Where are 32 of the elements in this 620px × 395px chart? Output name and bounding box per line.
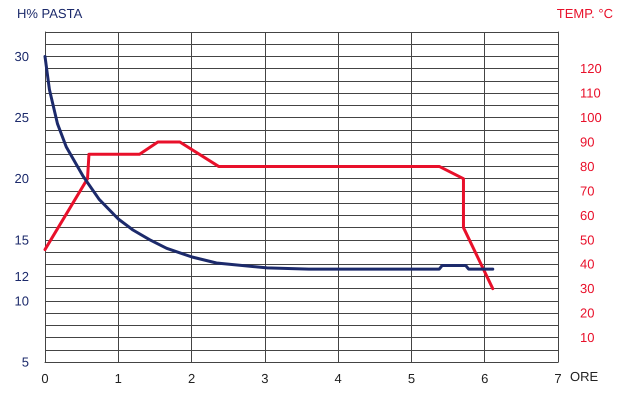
y2-tick-label: 90 <box>580 134 594 150</box>
y-axis-title: H% PASTA <box>17 6 83 21</box>
x-tick-label: 7 <box>554 371 562 386</box>
y2-axis-title: TEMP. °C <box>556 6 613 21</box>
x-tick-label: 6 <box>481 371 488 386</box>
y-tick-label: 5 <box>22 354 29 370</box>
x-tick-label: 2 <box>188 371 196 386</box>
y2-tick-label: 110 <box>580 86 601 101</box>
y-tick-label: 15 <box>14 232 29 248</box>
y-tick-label: 10 <box>14 293 29 308</box>
y2-tick-label: 80 <box>580 158 594 174</box>
x-tick-label: 4 <box>334 371 342 386</box>
y2-tick-label: 120 <box>580 61 602 76</box>
y2-tick-label: 40 <box>580 256 594 272</box>
x-tick-label: 1 <box>114 371 122 386</box>
x-tick-label: 0 <box>41 371 49 386</box>
y-tick-label: 20 <box>14 171 29 186</box>
line-series <box>44 140 494 290</box>
x-tick-label: 3 <box>261 371 268 386</box>
y-tick-label: 25 <box>14 110 29 126</box>
y2-tick-label: 30 <box>580 281 594 296</box>
line-series <box>44 54 494 271</box>
y2-tick-label: 50 <box>580 232 594 248</box>
x-tick-label: 5 <box>408 371 416 386</box>
y-tick-label: 30 <box>14 48 29 64</box>
y2-tick-label: 20 <box>580 306 594 321</box>
y-tick-label: 12 <box>14 268 29 284</box>
y2-tick-label: 100 <box>580 110 602 126</box>
y2-tick-label: 60 <box>580 208 594 223</box>
y2-tick-label: 70 <box>580 183 594 198</box>
x-axis-title: ORE <box>570 369 598 384</box>
y2-tick-label: 10 <box>580 330 594 346</box>
